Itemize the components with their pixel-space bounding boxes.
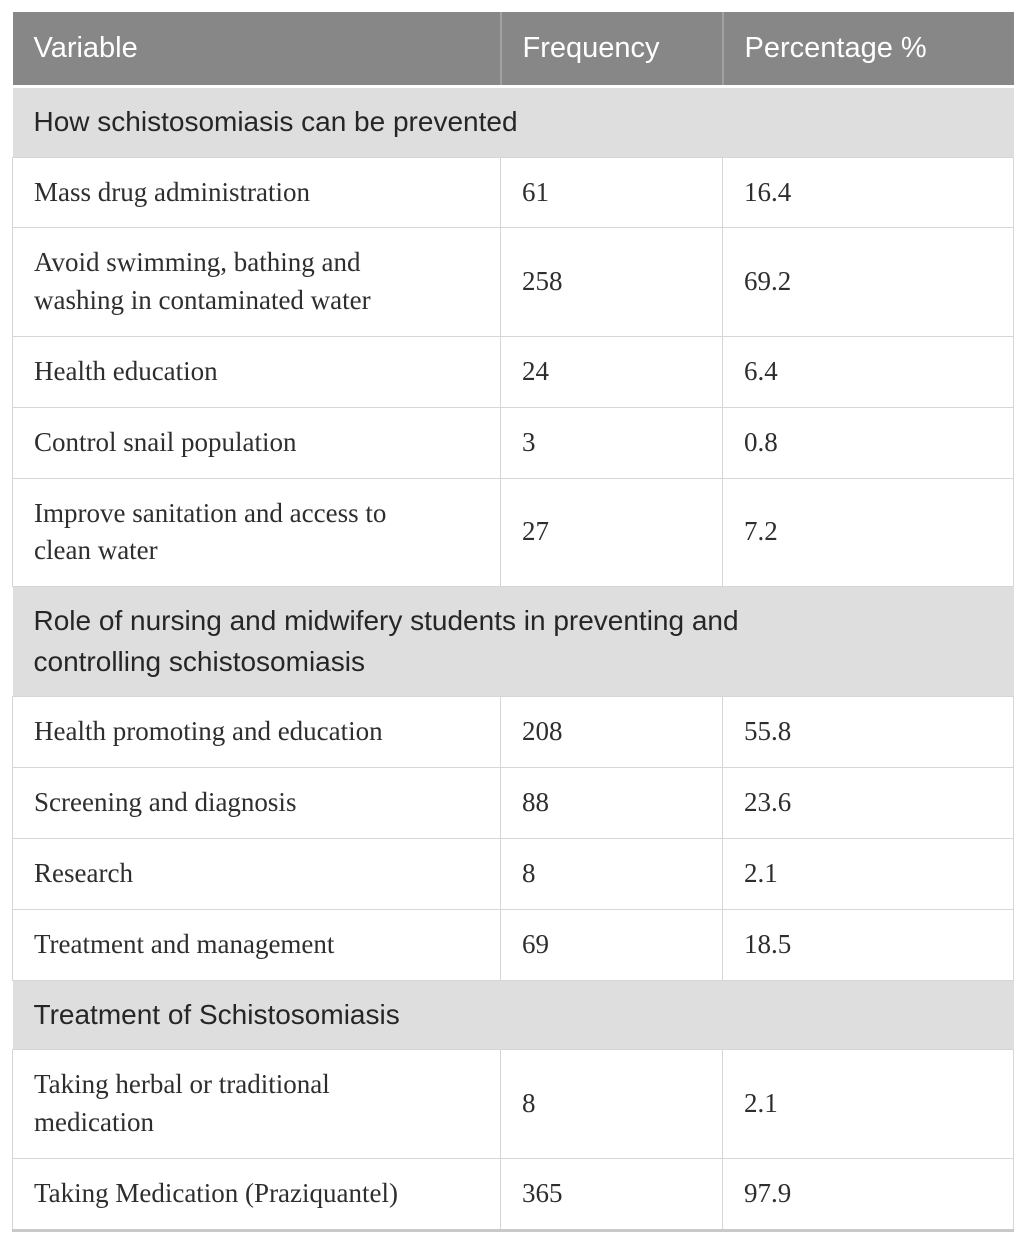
table-row: Taking Medication (Praziquantel) 365 97.… bbox=[12, 1157, 1014, 1231]
column-header-variable: Variable bbox=[12, 12, 502, 88]
cell-frequency: 365 bbox=[500, 1157, 723, 1231]
column-header-frequency: Frequency bbox=[500, 12, 724, 88]
cell-percentage: 69.2 bbox=[722, 227, 1014, 337]
cell-percentage: 6.4 bbox=[722, 335, 1014, 408]
section-title: Treatment of Schistosomiasis bbox=[12, 980, 1014, 1050]
cell-percentage: 7.2 bbox=[722, 477, 1014, 588]
cell-percentage: 0.8 bbox=[722, 406, 1014, 479]
cell-variable: Control snail population bbox=[12, 406, 501, 479]
cell-percentage: 55.8 bbox=[722, 696, 1014, 769]
section-header-row: Treatment of Schistosomiasis bbox=[12, 980, 1014, 1050]
cell-frequency: 24 bbox=[500, 335, 723, 408]
section-title: Role of nursing and midwifery students i… bbox=[12, 586, 1014, 697]
cell-frequency: 258 bbox=[500, 227, 723, 337]
section-header-row: How schistosomiasis can be prevented bbox=[12, 86, 1014, 158]
cell-frequency: 208 bbox=[500, 696, 723, 769]
cell-percentage: 2.1 bbox=[722, 837, 1014, 910]
section-title: How schistosomiasis can be prevented bbox=[12, 86, 1014, 158]
cell-variable: Health education bbox=[12, 335, 501, 408]
cell-variable: Improve sanitation and access to clean w… bbox=[12, 477, 501, 588]
cell-variable: Mass drug administration bbox=[12, 156, 501, 229]
cell-frequency: 88 bbox=[500, 767, 723, 839]
cell-variable: Screening and diagnosis bbox=[12, 767, 501, 839]
cell-percentage: 18.5 bbox=[722, 908, 1014, 981]
frequency-percentage-table: Variable Frequency Percentage % How schi… bbox=[12, 12, 1014, 1232]
table-row: Treatment and management 69 18.5 bbox=[12, 908, 1014, 981]
table-row: Control snail population 3 0.8 bbox=[12, 406, 1014, 479]
cell-frequency: 69 bbox=[500, 908, 723, 981]
cell-variable: Taking herbal or traditional medication bbox=[12, 1049, 501, 1159]
table-row: Health promoting and education 208 55.8 bbox=[12, 696, 1014, 769]
cell-frequency: 61 bbox=[500, 156, 723, 229]
table-row: Screening and diagnosis 88 23.6 bbox=[12, 767, 1014, 839]
cell-frequency: 8 bbox=[500, 837, 723, 910]
header-row: Variable Frequency Percentage % bbox=[12, 12, 1014, 88]
cell-frequency: 8 bbox=[500, 1049, 723, 1159]
cell-percentage: 16.4 bbox=[722, 156, 1014, 229]
cell-frequency: 3 bbox=[500, 406, 723, 479]
cell-variable: Avoid swimming, bathing and washing in c… bbox=[12, 227, 501, 337]
cell-percentage: 2.1 bbox=[722, 1049, 1014, 1159]
cell-percentage: 97.9 bbox=[722, 1157, 1014, 1231]
cell-percentage: 23.6 bbox=[722, 767, 1014, 839]
column-header-percentage: Percentage % bbox=[722, 12, 1014, 88]
table-row: Mass drug administration 61 16.4 bbox=[12, 156, 1014, 229]
cell-variable: Treatment and management bbox=[12, 908, 501, 981]
table-row: Improve sanitation and access to clean w… bbox=[12, 477, 1014, 588]
table-row: Avoid swimming, bathing and washing in c… bbox=[12, 227, 1014, 337]
table-row: Taking herbal or traditional medication … bbox=[12, 1049, 1014, 1159]
cell-variable: Health promoting and education bbox=[12, 696, 501, 769]
cell-frequency: 27 bbox=[500, 477, 723, 588]
section-header-row: Role of nursing and midwifery students i… bbox=[12, 586, 1014, 697]
table-row: Research 8 2.1 bbox=[12, 837, 1014, 910]
table-row: Health education 24 6.4 bbox=[12, 335, 1014, 408]
cell-variable: Taking Medication (Praziquantel) bbox=[12, 1157, 501, 1231]
cell-variable: Research bbox=[12, 837, 501, 910]
